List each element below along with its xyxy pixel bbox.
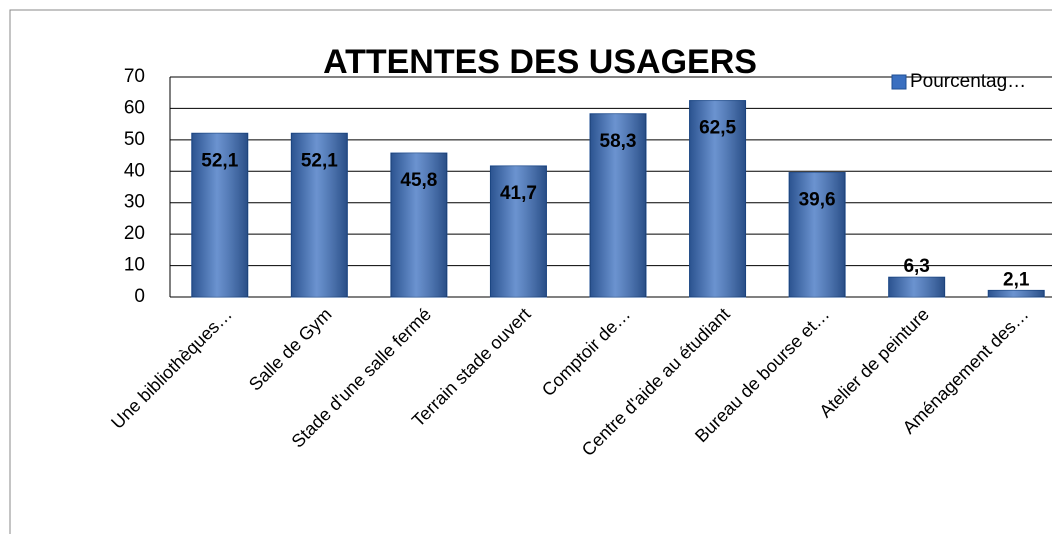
x-tick-label: Une bibliothèques… bbox=[107, 304, 236, 433]
data-label: 2,1 bbox=[1003, 269, 1030, 290]
y-tick-label: 70 bbox=[124, 66, 145, 87]
y-tick-label: 60 bbox=[124, 97, 145, 118]
bar-shine bbox=[191, 133, 248, 297]
x-tick-label: Atelier de peinture bbox=[815, 304, 932, 421]
bar-shine bbox=[390, 153, 447, 297]
data-label: 52,1 bbox=[301, 150, 338, 171]
legend-label: Pourcentag… bbox=[910, 71, 1026, 92]
data-label: 6,3 bbox=[903, 256, 929, 277]
data-label: 58,3 bbox=[600, 131, 637, 152]
data-label: 45,8 bbox=[400, 170, 437, 191]
chart-title: ATTENTES DES USAGERS bbox=[323, 43, 757, 81]
y-tick-label: 10 bbox=[124, 255, 145, 276]
data-label: 62,5 bbox=[699, 118, 736, 139]
legend-swatch bbox=[891, 74, 907, 90]
x-tick-label: Comptoir de… bbox=[538, 304, 634, 400]
bar-shine bbox=[789, 172, 846, 297]
data-label: 52,1 bbox=[201, 150, 238, 171]
y-tick-label: 40 bbox=[124, 160, 145, 181]
bar-shine bbox=[291, 133, 348, 297]
bar-shine bbox=[490, 165, 547, 297]
y-tick-label: 30 bbox=[124, 192, 145, 213]
bar-shine bbox=[689, 100, 746, 297]
data-label: 41,7 bbox=[500, 183, 537, 204]
x-tick-label: Salle de Gym bbox=[245, 304, 336, 395]
y-tick-label: 20 bbox=[124, 223, 145, 244]
bar-shine bbox=[988, 290, 1045, 297]
bar-shine bbox=[888, 277, 945, 297]
bar-shine bbox=[590, 113, 646, 298]
chart-border bbox=[9, 9, 1052, 534]
data-label: 39,6 bbox=[799, 190, 836, 211]
y-tick-label: 50 bbox=[124, 129, 145, 150]
y-tick-label: 0 bbox=[134, 286, 145, 307]
